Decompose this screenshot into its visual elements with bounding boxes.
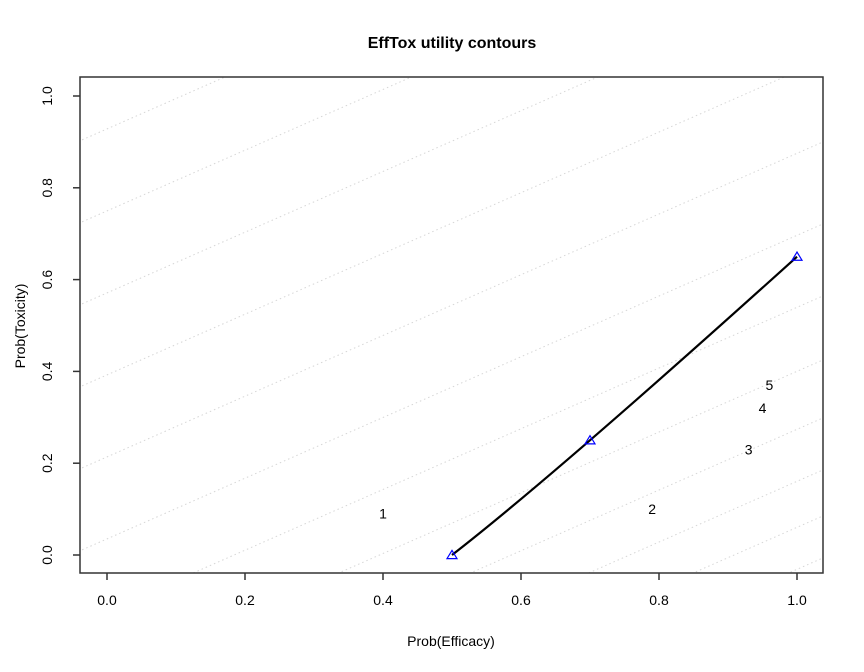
utility-contour-line — [80, 141, 823, 470]
y-tick-label: 0.2 — [39, 453, 55, 473]
dose-point-labels: 1 2 3 4 5 — [379, 377, 773, 522]
target-contour — [445, 250, 804, 560]
utility-contour-line — [691, 515, 823, 573]
y-tick-label: 0.4 — [39, 361, 55, 381]
chart-title: EffTox utility contours — [368, 35, 537, 52]
utility-contour-line — [80, 223, 823, 552]
x-axis: 0.0 0.2 0.4 0.6 0.8 1.0 — [97, 573, 807, 608]
y-axis: 0.0 0.2 0.4 0.6 0.8 1.0 — [39, 86, 80, 565]
utility-contour-line — [787, 557, 823, 573]
x-tick-label: 0.2 — [235, 592, 255, 608]
y-tick-label: 0.0 — [39, 545, 55, 565]
utility-contour-line — [469, 417, 823, 573]
utility-contour-line — [337, 359, 823, 573]
utility-contour-line — [587, 469, 823, 573]
hinge-point-triangle-icon — [790, 250, 804, 261]
y-tick-label: 0.6 — [39, 270, 55, 290]
y-tick-label: 1.0 — [39, 86, 55, 106]
x-tick-label: 0.4 — [373, 592, 393, 608]
utility-contour-line — [191, 295, 823, 573]
dose-label-3: 3 — [745, 441, 753, 457]
target-contour-curve — [451, 255, 798, 556]
y-tick-label: 0.8 — [39, 178, 55, 198]
utility-contour-line — [80, 77, 599, 306]
x-axis-title: Prob(Efficacy) — [407, 633, 495, 649]
x-tick-label: 0.8 — [649, 592, 669, 608]
utility-contour-line — [80, 77, 227, 142]
x-tick-label: 0.6 — [511, 592, 531, 608]
dose-label-1: 1 — [379, 506, 387, 522]
dose-label-2: 2 — [648, 501, 656, 517]
hinge-point-triangle-icon — [583, 434, 597, 445]
x-tick-label: 0.0 — [97, 592, 117, 608]
dose-label-5: 5 — [766, 377, 774, 393]
y-axis-title: Prob(Toxicity) — [12, 284, 28, 369]
dose-label-4: 4 — [759, 400, 767, 416]
x-tick-label: 1.0 — [787, 592, 807, 608]
plot-frame — [79, 76, 824, 574]
utility-contour-line — [80, 77, 413, 224]
utility-contour-lines — [80, 77, 823, 573]
utility-contour-line — [80, 77, 786, 388]
hinge-point-triangle-icon — [445, 549, 459, 560]
